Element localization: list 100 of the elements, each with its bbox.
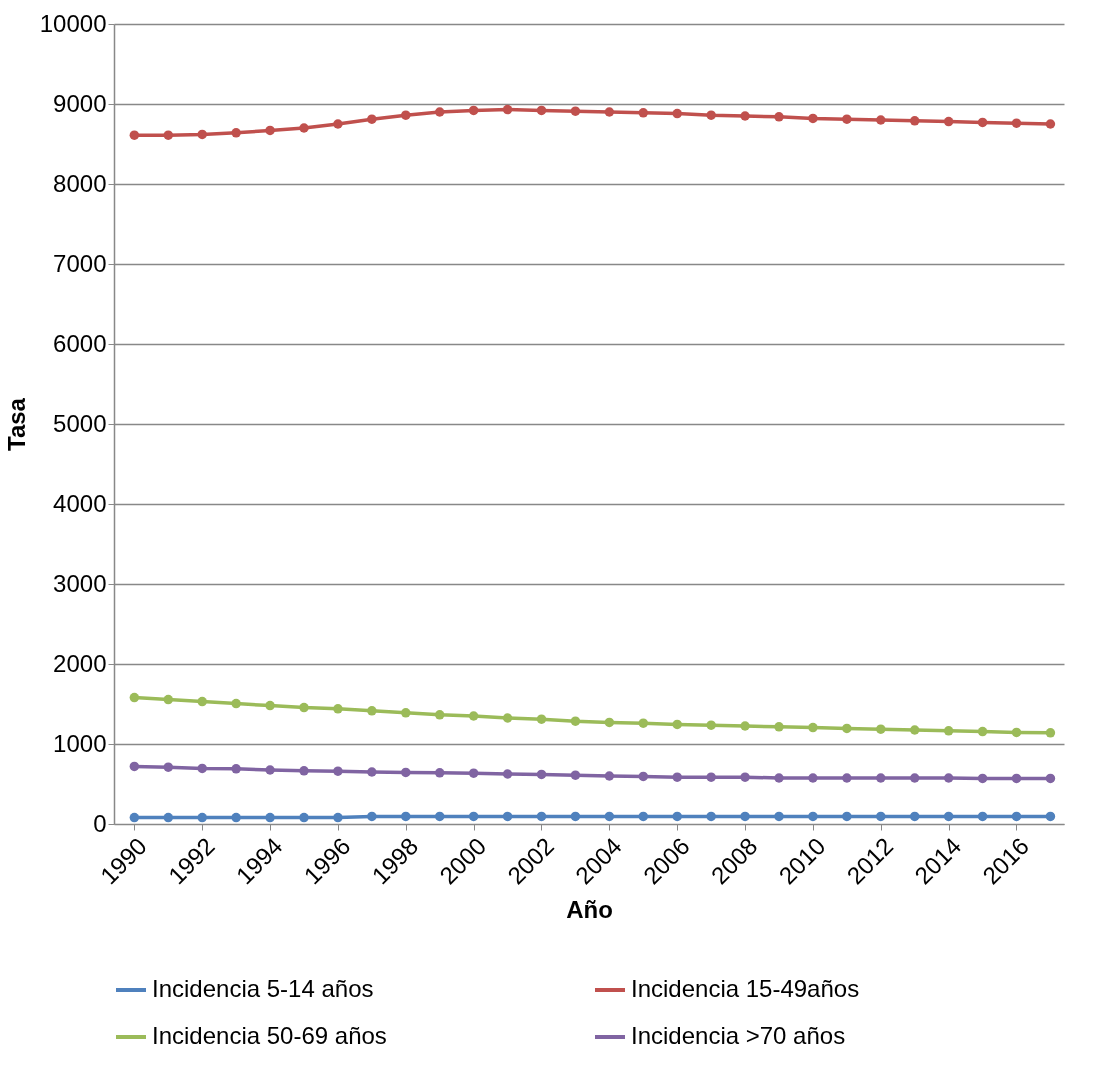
legend-label: Incidencia >70 años xyxy=(631,1022,846,1049)
point xyxy=(197,696,207,707)
point xyxy=(299,123,309,133)
point xyxy=(1011,811,1022,822)
point xyxy=(876,724,886,734)
point xyxy=(672,772,682,782)
y-tick-label: 7000 xyxy=(53,249,107,277)
point xyxy=(808,811,818,822)
point xyxy=(909,116,920,126)
point xyxy=(333,766,343,776)
point xyxy=(129,761,140,772)
point xyxy=(536,714,547,724)
legend-label: Incidencia 15-49años xyxy=(631,975,860,1002)
point xyxy=(502,811,513,822)
point xyxy=(197,129,207,140)
point xyxy=(163,812,174,823)
point xyxy=(706,110,716,120)
point xyxy=(774,112,784,122)
point xyxy=(265,700,275,711)
point xyxy=(1011,118,1022,128)
point xyxy=(502,104,513,115)
point xyxy=(943,726,954,736)
point xyxy=(299,766,309,776)
point xyxy=(197,812,207,823)
point xyxy=(401,110,411,120)
y-tick-label: 10000 xyxy=(39,9,107,37)
point xyxy=(977,811,988,822)
point xyxy=(1011,773,1022,784)
point xyxy=(468,711,479,721)
point xyxy=(1045,728,1056,738)
x-axis-title: Año xyxy=(566,896,613,924)
point xyxy=(536,769,547,780)
point xyxy=(299,812,309,823)
point xyxy=(740,721,750,731)
point xyxy=(570,106,581,116)
point xyxy=(163,130,174,140)
y-tick-label: 8000 xyxy=(53,169,107,197)
y-tick-label: 4000 xyxy=(53,489,107,517)
point xyxy=(1045,119,1056,129)
point xyxy=(401,767,411,778)
point xyxy=(604,771,615,781)
point xyxy=(774,811,784,822)
point xyxy=(401,811,411,822)
point xyxy=(129,812,140,823)
point xyxy=(231,128,241,138)
legend-label: Incidencia 50-69 años xyxy=(152,1022,387,1049)
point xyxy=(604,107,615,117)
point xyxy=(909,811,920,822)
legend-label: Incidencia 5-14 años xyxy=(152,975,374,1002)
point xyxy=(502,769,513,779)
y-tick-label: 5000 xyxy=(53,409,107,437)
point xyxy=(367,706,377,716)
point xyxy=(197,763,207,774)
point xyxy=(604,811,615,822)
point xyxy=(977,117,988,128)
point xyxy=(842,811,852,822)
y-tick-label: 3000 xyxy=(53,569,107,597)
point xyxy=(740,811,750,822)
point xyxy=(434,710,445,720)
point xyxy=(706,720,716,730)
point xyxy=(401,708,411,718)
point xyxy=(333,119,343,129)
y-tick-label: 6000 xyxy=(53,329,107,357)
point xyxy=(434,768,445,778)
point xyxy=(231,812,241,823)
point xyxy=(333,704,343,714)
point xyxy=(977,773,988,784)
point xyxy=(774,773,784,783)
point xyxy=(570,716,581,726)
point xyxy=(265,125,275,136)
point xyxy=(367,114,377,124)
point xyxy=(909,773,920,783)
point xyxy=(943,811,954,822)
point xyxy=(468,105,479,116)
point xyxy=(468,811,479,822)
point xyxy=(943,773,954,783)
point xyxy=(638,811,649,822)
point xyxy=(265,812,275,823)
point xyxy=(808,722,818,733)
point xyxy=(367,767,377,777)
point xyxy=(774,722,784,732)
point xyxy=(672,108,682,119)
point xyxy=(434,107,445,117)
point xyxy=(808,113,818,124)
point xyxy=(672,811,682,822)
point xyxy=(231,764,241,774)
point xyxy=(265,765,275,775)
point xyxy=(842,114,852,124)
point xyxy=(129,130,140,140)
point xyxy=(977,726,988,737)
y-tick-label: 9000 xyxy=(53,89,107,117)
point xyxy=(570,811,581,822)
y-tick-label: 0 xyxy=(93,809,107,837)
point xyxy=(231,698,241,709)
point xyxy=(943,116,954,127)
point xyxy=(638,771,649,782)
point xyxy=(740,772,750,782)
point xyxy=(808,773,818,783)
point xyxy=(1045,773,1056,784)
point xyxy=(909,725,920,735)
